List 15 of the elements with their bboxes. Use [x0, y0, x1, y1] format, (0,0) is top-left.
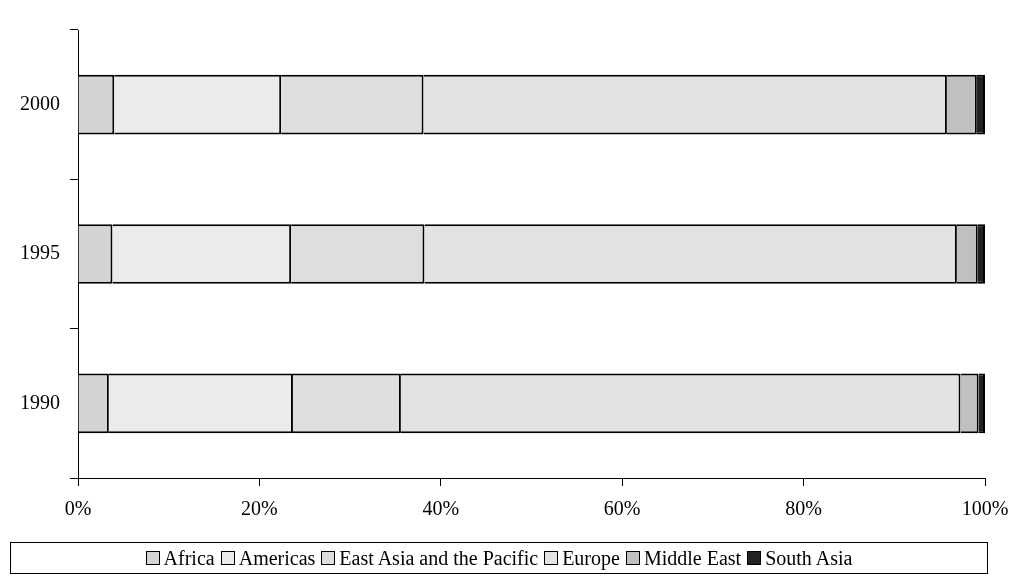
y-tick-label: 1990 [20, 390, 60, 413]
x-tick-label: 0% [64, 497, 92, 520]
x-tick-label: 80% [785, 497, 822, 520]
x-tick-label: 40% [422, 497, 460, 520]
legend-label: East Asia and the Pacific [339, 546, 539, 570]
legend-label: Africa [163, 546, 215, 570]
legend-label: Americas [238, 546, 316, 570]
legend-label: Middle East [643, 546, 742, 570]
y-tick-label: 1995 [20, 241, 60, 264]
x-tick-label: 60% [603, 497, 641, 520]
x-tick-label: 100% [961, 497, 1009, 520]
x-tick-label: 20% [241, 497, 278, 520]
legend-label: Europe [562, 546, 620, 570]
y-tick-label: 2000 [20, 91, 60, 114]
legend-label: South Asia [765, 546, 853, 570]
